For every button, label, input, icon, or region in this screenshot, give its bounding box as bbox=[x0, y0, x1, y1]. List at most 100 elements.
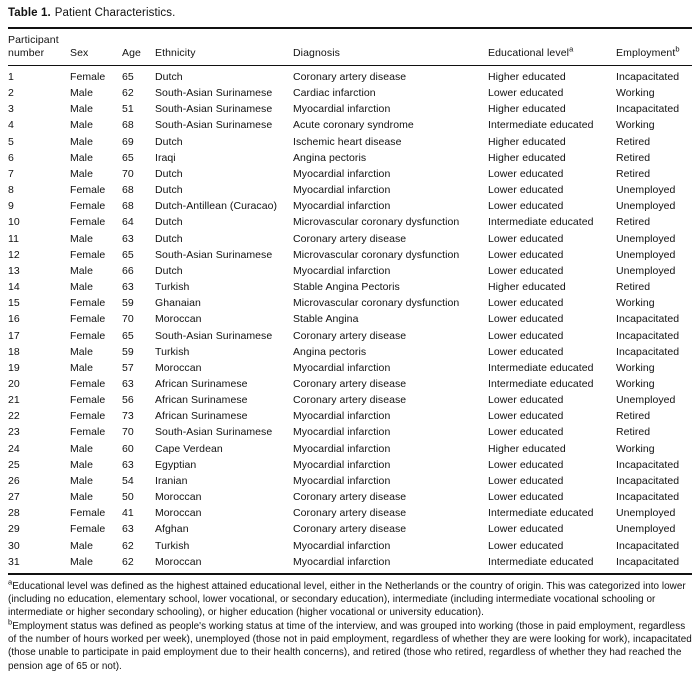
cell-diagnosis: Myocardial infarction bbox=[293, 184, 391, 197]
column-header-diagnosis: Diagnosis bbox=[293, 28, 488, 66]
table-row: 6 Male 65 Iraqi Angina pectoris Higher educat… bbox=[8, 150, 692, 166]
cell-ethnicity: African Surinamese bbox=[155, 377, 248, 390]
cell-age: 63 bbox=[122, 377, 134, 390]
column-header-superscript: b bbox=[675, 44, 680, 54]
cell-educational-level: Lower educated bbox=[488, 539, 564, 552]
cell-participant-number: 17 bbox=[8, 329, 20, 342]
cell-participant-number: 22 bbox=[8, 410, 20, 423]
cell-sex: Male bbox=[70, 103, 93, 116]
cell-employment: Unemployed bbox=[616, 184, 676, 197]
cell-educational-level: Higher educated bbox=[488, 135, 566, 148]
cell-participant-number: 4 bbox=[8, 119, 14, 132]
cell-diagnosis: Microvascular coronary dysfunction bbox=[293, 216, 460, 229]
cell-age: 65 bbox=[122, 151, 134, 164]
footnote-a: aEducational level was defined as the hi… bbox=[8, 577, 692, 620]
cell-ethnicity: Moroccan bbox=[155, 507, 202, 520]
cell-sex: Male bbox=[70, 281, 93, 294]
table-row: 14 Male 63 Turkish Stable Angina Pectoris Hig… bbox=[8, 279, 692, 295]
cell-employment: Incapacitated bbox=[616, 71, 680, 83]
cell-age: 66 bbox=[122, 264, 134, 277]
cell-age: 65 bbox=[122, 248, 134, 261]
cell-diagnosis: Coronary artery disease bbox=[293, 523, 407, 536]
cell-educational-level: Lower educated bbox=[488, 410, 564, 423]
footnote-marker: b bbox=[8, 617, 13, 627]
cell-participant-number: 19 bbox=[8, 361, 20, 374]
cell-sex: Female bbox=[70, 184, 106, 197]
cell-educational-level: Lower educated bbox=[488, 297, 564, 310]
cell-diagnosis: Myocardial infarction bbox=[293, 474, 391, 487]
column-header-label: Employment bbox=[616, 47, 676, 59]
column-header-label: Ethnicity bbox=[155, 47, 196, 59]
table-row: 28 Female 41 Moroccan Coronary artery diseas… bbox=[8, 505, 692, 521]
table-row: 18 Male 59 Turkish Angina pectoris Lower educ… bbox=[8, 344, 692, 360]
cell-educational-level: Lower educated bbox=[488, 523, 564, 536]
cell-employment: Unemployed bbox=[616, 200, 676, 213]
cell-diagnosis: Coronary artery disease bbox=[293, 507, 407, 520]
table-title: Table 1. Patient Characteristics. bbox=[8, 6, 692, 20]
cell-ethnicity: Egyptian bbox=[155, 458, 197, 471]
cell-diagnosis: Stable Angina bbox=[293, 313, 359, 326]
cell-participant-number: 23 bbox=[8, 426, 20, 439]
table-row: 30 Male 62 Turkish Myocardial infarction Lowe… bbox=[8, 538, 692, 554]
cell-diagnosis: Coronary artery disease bbox=[293, 71, 407, 83]
table-row: 31 Male 62 Moroccan Myocardial infarction Int… bbox=[8, 554, 692, 574]
cell-employment: Unemployed bbox=[616, 264, 676, 277]
cell-participant-number: 6 bbox=[8, 151, 14, 164]
cell-diagnosis: Microvascular coronary dysfunction bbox=[293, 297, 460, 310]
cell-age: 56 bbox=[122, 394, 134, 407]
column-header-label: Age bbox=[122, 47, 141, 59]
cell-sex: Female bbox=[70, 329, 106, 342]
cell-employment: Unemployed bbox=[616, 394, 676, 407]
table-title-text: Patient Characteristics. bbox=[54, 7, 176, 19]
footnote-marker: a bbox=[8, 577, 13, 587]
table-row: 10 Female 64 Dutch Microvascular coronary dy… bbox=[8, 214, 692, 230]
column-header-educational-level: Educational levela bbox=[488, 28, 616, 66]
table-row: 23 Female 70 South-Asian Surinamese Myocardi… bbox=[8, 424, 692, 440]
cell-age: 50 bbox=[122, 491, 134, 504]
cell-participant-number: 13 bbox=[8, 264, 20, 277]
table-row: 7 Male 70 Dutch Myocardial infarction Lower e… bbox=[8, 166, 692, 182]
cell-educational-level: Intermediate educated bbox=[488, 377, 594, 390]
cell-employment: Incapacitated bbox=[616, 103, 680, 116]
cell-sex: Female bbox=[70, 248, 106, 261]
cell-sex: Female bbox=[70, 523, 106, 536]
cell-sex: Male bbox=[70, 539, 93, 552]
cell-participant-number: 9 bbox=[8, 200, 14, 213]
cell-sex: Male bbox=[70, 361, 93, 374]
cell-age: 70 bbox=[122, 426, 134, 439]
column-header-ethnicity: Ethnicity bbox=[155, 28, 293, 66]
cell-ethnicity: Cape Verdean bbox=[155, 442, 223, 455]
cell-sex: Female bbox=[70, 216, 106, 229]
cell-ethnicity: Moroccan bbox=[155, 491, 202, 504]
cell-educational-level: Lower educated bbox=[488, 200, 564, 213]
column-header-superscript: a bbox=[569, 44, 574, 54]
cell-diagnosis: Angina pectoris bbox=[293, 151, 367, 164]
cell-educational-level: Lower educated bbox=[488, 329, 564, 342]
cell-employment: Unemployed bbox=[616, 523, 676, 536]
cell-ethnicity: Dutch bbox=[155, 232, 183, 245]
cell-diagnosis: Myocardial infarction bbox=[293, 264, 391, 277]
cell-employment: Retired bbox=[616, 410, 651, 423]
cell-age: 59 bbox=[122, 297, 134, 310]
table-row: 9 Female 68 Dutch-Antillean (Curacao) Myocar… bbox=[8, 198, 692, 214]
footnote-text: Educational level was defined as the hig… bbox=[8, 580, 686, 619]
cell-diagnosis: Coronary artery disease bbox=[293, 232, 407, 245]
cell-sex: Female bbox=[70, 200, 106, 213]
cell-ethnicity: African Surinamese bbox=[155, 394, 248, 407]
cell-ethnicity: Iranian bbox=[155, 474, 188, 487]
cell-sex: Male bbox=[70, 458, 93, 471]
cell-age: 73 bbox=[122, 410, 134, 423]
cell-diagnosis: Myocardial infarction bbox=[293, 458, 391, 471]
cell-educational-level: Higher educated bbox=[488, 442, 566, 455]
cell-educational-level: Lower educated bbox=[488, 87, 564, 100]
cell-participant-number: 30 bbox=[8, 539, 20, 552]
cell-educational-level: Lower educated bbox=[488, 394, 564, 407]
cell-educational-level: Lower educated bbox=[488, 426, 564, 439]
footnote-b: bEmployment status was defined as people… bbox=[8, 617, 692, 673]
cell-employment: Incapacitated bbox=[616, 539, 680, 552]
table-row: 12 Female 65 South-Asian Surinamese Microvas… bbox=[8, 247, 692, 263]
table-row: 27 Male 50 Moroccan Coronary artery disease L… bbox=[8, 489, 692, 505]
cell-participant-number: 25 bbox=[8, 458, 20, 471]
cell-age: 64 bbox=[122, 216, 134, 229]
